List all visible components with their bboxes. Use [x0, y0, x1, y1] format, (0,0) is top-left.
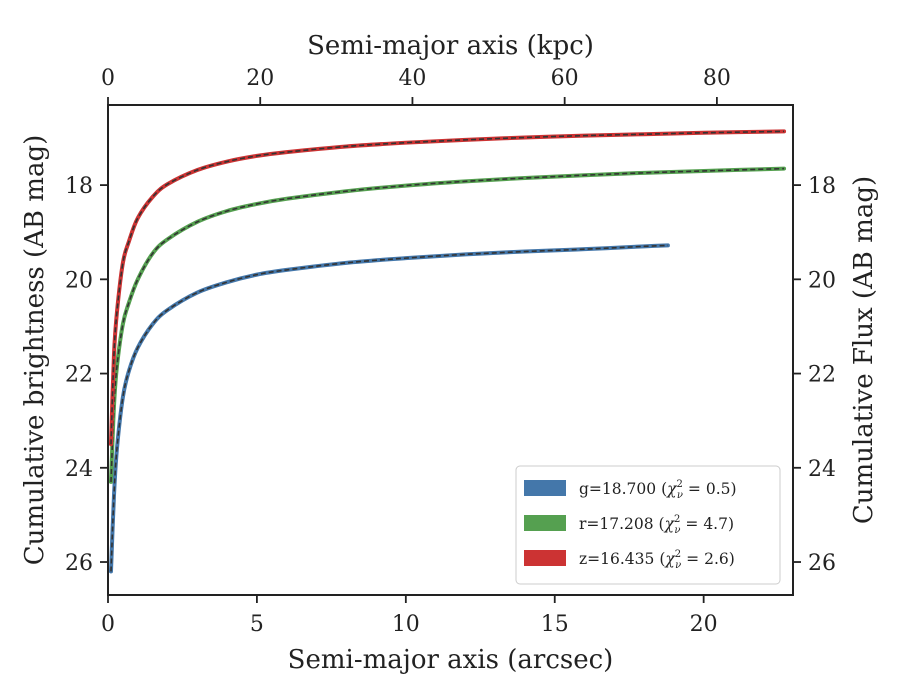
series-model-line-2: [110, 130, 785, 445]
series-model-line-0: [110, 244, 668, 572]
right-tick-label-0: 18: [808, 174, 836, 199]
top-tick-label-2: 40: [398, 66, 426, 91]
legend-label-0: g=18.700 (χ2 ν = 0.5): [579, 479, 737, 501]
x-tick-label-3: 15: [541, 612, 569, 637]
y-axis-title: Cumulative brightness (AB mag): [20, 135, 50, 566]
right-tick-label-4: 26: [808, 551, 836, 576]
legend-swatch-0: [524, 480, 566, 496]
legend-swatch-1: [524, 515, 566, 531]
y-tick-label-2: 22: [65, 363, 93, 388]
axes-layer: 0 5 10 15 20 0 20 40 60 80 18 20 22 24 26 18 20 22 24 26: [65, 66, 836, 637]
y-tick-label-0: 18: [65, 174, 93, 199]
top-tick-label-3: 60: [551, 66, 579, 91]
legend-label-1: r=17.208 (χ2 ν = 4.7): [579, 514, 734, 536]
x-tick-label-2: 10: [392, 612, 420, 637]
x-axis-title: Semi-major axis (arcsec): [288, 645, 614, 675]
y-tick-label-1: 20: [65, 268, 93, 293]
top-axis-title: Semi-major axis (kpc): [307, 31, 594, 61]
y-tick-label-4: 26: [65, 551, 93, 576]
plot-frame: [107, 104, 794, 596]
y-tick-label-3: 24: [65, 457, 93, 482]
legend: g=18.700 (χ2 ν = 0.5) r=17.208 (χ2 ν = 4.7)…: [515, 465, 781, 585]
right-tick-label-2: 22: [808, 363, 836, 388]
right-tick-label-1: 20: [808, 268, 836, 293]
top-tick-label-0: 0: [101, 66, 115, 91]
top-tick-label-4: 80: [703, 66, 731, 91]
series-model-line-1: [110, 167, 785, 482]
right-tick-label-3: 24: [808, 457, 836, 482]
right-axis-title: Cumulative Flux (AB mag): [849, 176, 879, 524]
x-tick-label-0: 0: [101, 612, 115, 637]
legend-label-2: z=16.435 (χ2 ν = 2.6): [579, 549, 735, 571]
top-tick-label-1: 20: [246, 66, 274, 91]
x-tick-label-1: 5: [250, 612, 264, 637]
legend-box: [515, 465, 781, 585]
curves-layer: [108, 129, 787, 574]
x-tick-label-4: 20: [690, 612, 718, 637]
legend-swatch-2: [524, 550, 566, 566]
